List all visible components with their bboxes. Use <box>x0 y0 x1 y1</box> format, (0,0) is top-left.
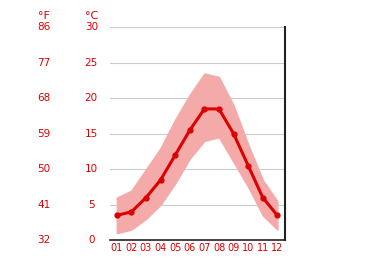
Text: 30: 30 <box>85 22 98 32</box>
Text: 86: 86 <box>37 22 50 32</box>
Text: 77: 77 <box>37 58 50 68</box>
Text: 15: 15 <box>85 129 98 139</box>
Text: 0: 0 <box>88 235 95 245</box>
Text: 25: 25 <box>85 58 98 68</box>
Text: 68: 68 <box>37 93 50 103</box>
Text: 20: 20 <box>85 93 98 103</box>
Text: 50: 50 <box>37 164 50 174</box>
Text: 59: 59 <box>37 129 50 139</box>
Text: °F: °F <box>38 11 50 21</box>
Text: 5: 5 <box>88 200 95 210</box>
Text: 32: 32 <box>37 235 50 245</box>
Text: 41: 41 <box>37 200 50 210</box>
Text: 10: 10 <box>85 164 98 174</box>
Text: °C: °C <box>85 11 98 21</box>
